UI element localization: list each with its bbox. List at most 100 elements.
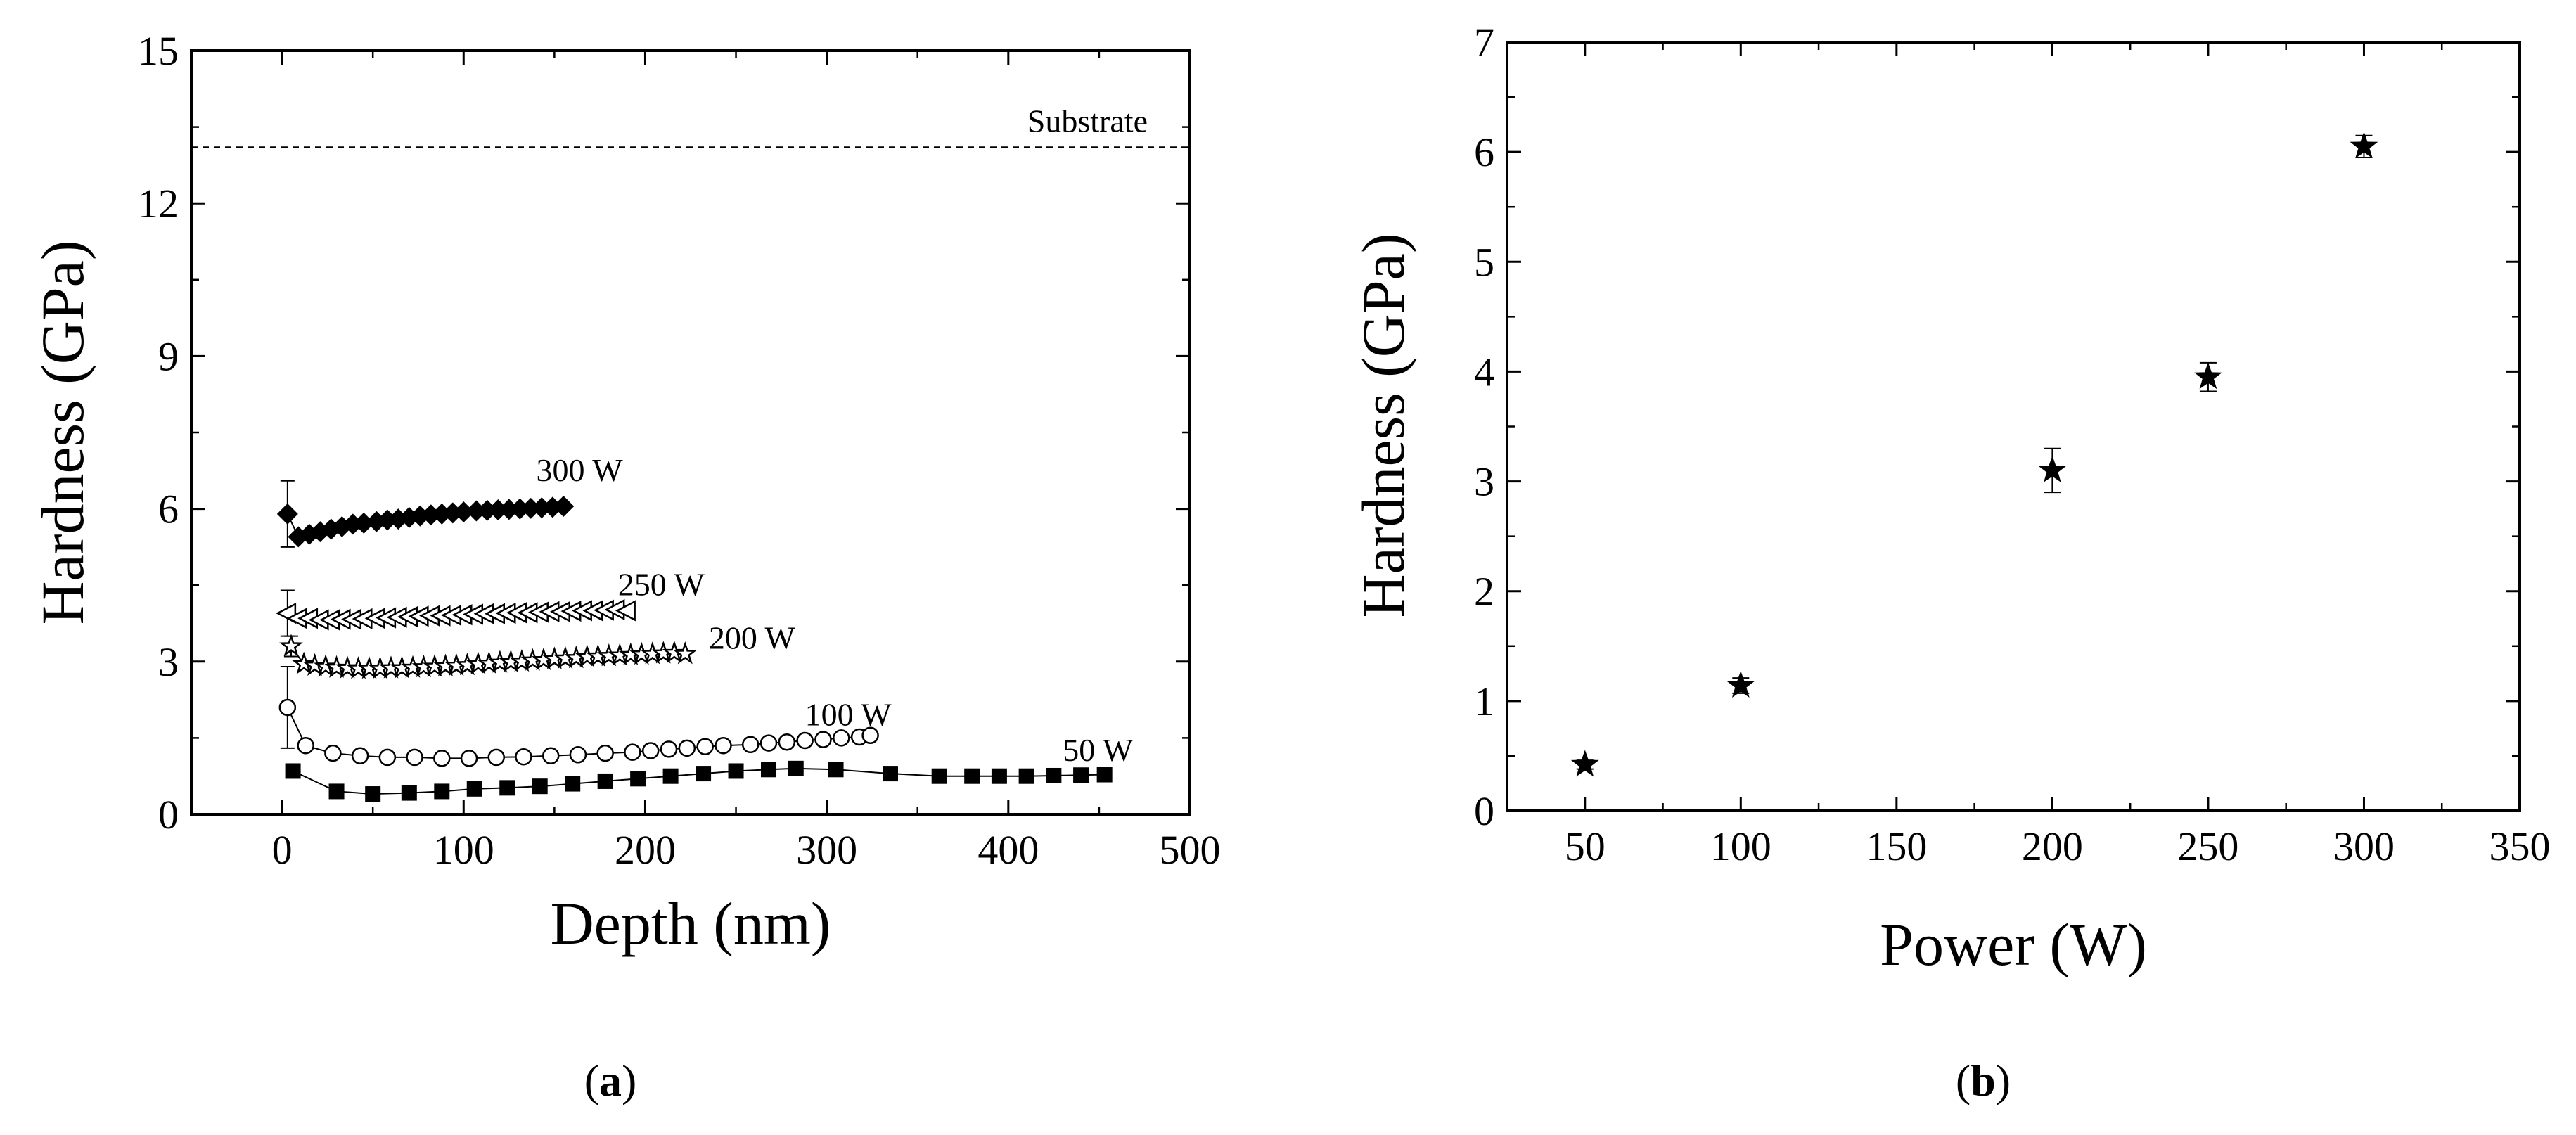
series-label: 100 W — [805, 696, 892, 732]
data-point — [624, 743, 641, 761]
data-point — [662, 640, 686, 663]
data-point — [2194, 362, 2222, 390]
data-point — [378, 748, 397, 767]
series-label: 200 W — [709, 620, 796, 656]
y-tick-label: 4 — [1474, 349, 1494, 395]
x-tick-label: 500 — [1160, 827, 1221, 873]
y-tick-label: 12 — [138, 181, 179, 226]
data-point — [466, 781, 482, 797]
panel-a-label: (a) — [584, 1056, 637, 1105]
data-point — [460, 750, 478, 767]
data-point — [760, 734, 778, 752]
data-point — [565, 776, 581, 792]
data-point — [285, 763, 301, 779]
data-point — [814, 731, 832, 748]
y-tick-label: 15 — [138, 28, 179, 74]
point-group — [1726, 671, 1755, 698]
x-tick-label: 200 — [2022, 823, 2083, 869]
data-point — [696, 738, 714, 755]
data-point — [1046, 767, 1062, 783]
data-point — [788, 760, 804, 776]
data-point — [302, 653, 327, 676]
data-point — [660, 740, 678, 758]
data-point — [324, 744, 342, 762]
data-point — [297, 737, 314, 755]
y-tick-label: 3 — [158, 639, 179, 685]
x-tick-label: 400 — [978, 827, 1039, 873]
data-point — [292, 651, 316, 674]
panel-b-y-axis-title: Hardness (GPa) — [1350, 233, 1417, 618]
data-point — [353, 512, 375, 534]
y-tick-label: 6 — [1474, 129, 1494, 175]
y-tick-label: 9 — [158, 333, 179, 379]
x-tick-label: 350 — [2490, 823, 2551, 869]
x-tick-label: 200 — [615, 827, 676, 873]
x-tick-label: 150 — [1866, 823, 1927, 869]
data-point — [276, 503, 298, 525]
data-point — [696, 766, 712, 782]
data-point — [1018, 768, 1034, 784]
data-point — [991, 768, 1007, 784]
data-point — [532, 778, 548, 795]
data-point — [662, 768, 679, 784]
data-point — [515, 748, 532, 766]
x-tick-label: 100 — [433, 827, 494, 873]
series-250-w: 250 W — [276, 567, 705, 637]
data-point — [2038, 456, 2067, 482]
data-point — [778, 733, 796, 751]
data-point — [715, 737, 732, 755]
data-point — [406, 748, 423, 767]
panel-b-points — [1570, 132, 2378, 777]
series-100-w: 100 W — [278, 666, 892, 767]
y-tick-label: 0 — [158, 792, 179, 838]
series-label: 250 W — [618, 567, 705, 603]
data-point — [2350, 132, 2378, 159]
panel-a-y-axis-title: Hardness (GPa) — [29, 241, 96, 625]
y-tick-label: 0 — [1474, 788, 1494, 834]
data-point — [641, 742, 660, 759]
y-tick-label: 5 — [1474, 239, 1494, 285]
point-group — [2038, 447, 2067, 494]
y-tick-label: 1 — [1474, 679, 1494, 724]
data-point — [1726, 671, 1755, 698]
data-point — [833, 729, 850, 747]
data-point — [741, 736, 760, 754]
y-tick-label: 3 — [1474, 459, 1494, 505]
panel-b-x-axis-title: Power (W) — [1880, 911, 2147, 978]
panel-b-label: (b) — [1956, 1056, 2011, 1105]
data-point — [1096, 767, 1113, 783]
x-tick-label: 300 — [2333, 823, 2395, 869]
data-point — [931, 768, 947, 784]
y-tick-label: 6 — [158, 487, 179, 532]
point-group — [2350, 132, 2378, 159]
panel-b-chart: 50 100 150 200 250 300 350 0 1 2 3 4 5 6 7 Power (W) H… — [1350, 20, 2551, 1105]
x-tick-label: 0 — [272, 827, 293, 873]
data-point — [542, 747, 560, 764]
data-point — [630, 771, 646, 787]
panel-a-chart: Substrate 0 100 200 300 400 500 0 3 6 9 12 15 300 W… — [29, 28, 1221, 1105]
data-point — [553, 495, 575, 517]
data-point — [279, 634, 303, 657]
x-tick-label: 300 — [796, 827, 857, 873]
point-group — [2194, 361, 2222, 392]
series-label: 50 W — [1063, 732, 1134, 768]
data-point — [1570, 750, 1599, 777]
data-point — [1073, 767, 1089, 783]
data-point — [278, 698, 297, 717]
data-point — [596, 744, 614, 762]
data-point — [678, 739, 696, 757]
data-point — [615, 600, 636, 622]
data-point — [883, 766, 898, 782]
x-tick-label: 100 — [1710, 823, 1771, 869]
panel-b-ticks: 50 100 150 200 250 300 350 0 1 2 3 4 5 6 7 — [1474, 20, 2551, 869]
data-point — [569, 746, 587, 764]
point-group — [1570, 750, 1599, 777]
data-point — [796, 731, 814, 750]
panel-a-plot-frame — [190, 49, 1191, 816]
y-tick-label: 2 — [1474, 569, 1494, 615]
data-point — [964, 768, 980, 784]
series-200-w: 200 W — [279, 620, 796, 679]
x-tick-label: 250 — [2177, 823, 2238, 869]
